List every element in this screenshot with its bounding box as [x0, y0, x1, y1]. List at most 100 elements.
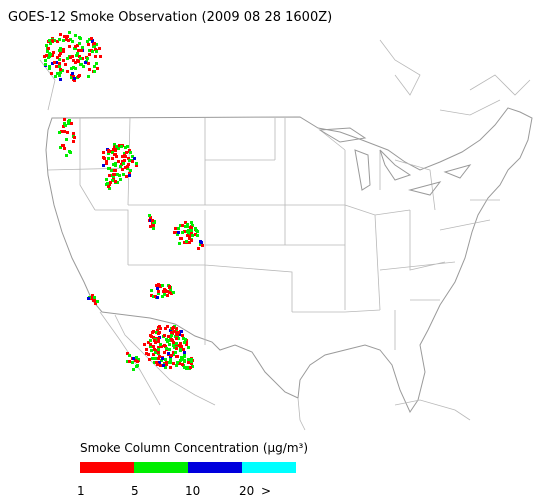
smoke-pixel: [153, 348, 156, 351]
smoke-pixel: [78, 42, 81, 45]
smoke-pixel: [88, 53, 91, 56]
smoke-pixel: [177, 331, 180, 334]
smoke-pixel: [59, 68, 62, 71]
smoke-pixel: [111, 157, 114, 160]
smoke-pixel: [53, 61, 56, 64]
smoke-pixel: [69, 56, 72, 59]
smoke-pixel: [63, 147, 66, 150]
smoke-pixel: [91, 294, 94, 297]
smoke-pixel: [175, 333, 178, 336]
smoke-pixel: [73, 47, 76, 50]
smoke-pixel: [128, 149, 131, 152]
smoke-pixel: [173, 330, 176, 333]
smoke-pixel: [185, 342, 188, 345]
smoke-pixel: [164, 289, 167, 292]
smoke-pixel: [175, 327, 178, 330]
smoke-pixel: [170, 334, 173, 337]
smoke-pixel: [115, 155, 118, 158]
smoke-pixel: [128, 360, 131, 363]
smoke-pixel: [63, 118, 66, 121]
smoke-pixel: [190, 231, 193, 234]
smoke-pixel: [48, 52, 51, 55]
smoke-pixel: [111, 151, 114, 154]
smoke-pixel: [161, 295, 164, 298]
smoke-pixel: [126, 165, 129, 168]
smoke-pixel: [175, 342, 178, 345]
smoke-pixel: [56, 72, 59, 75]
smoke-pixel: [59, 146, 62, 149]
smoke-pixel: [64, 124, 67, 127]
smoke-pixel: [70, 74, 73, 77]
smoke-pixel: [105, 160, 108, 163]
smoke-pixel: [58, 74, 61, 77]
smoke-pixel: [156, 287, 159, 290]
smoke-pixel: [95, 62, 98, 65]
smoke-pixel: [93, 45, 96, 48]
smoke-pixel: [158, 325, 161, 328]
smoke-pixel: [98, 47, 101, 50]
smoke-pixel: [180, 330, 183, 333]
smoke-pixel: [47, 56, 50, 59]
smoke-pixel: [127, 163, 130, 166]
smoke-pixel: [187, 361, 190, 364]
mexico-coast: [99, 311, 471, 431]
smoke-pixel: [159, 343, 162, 346]
canada-coast: [39, 39, 531, 116]
smoke-pixel: [115, 145, 118, 148]
smoke-pixel: [169, 336, 172, 339]
smoke-pixel: [166, 290, 169, 293]
smoke-pixel: [93, 296, 96, 299]
smoke-pixel: [172, 344, 175, 347]
smoke-pixel: [72, 59, 75, 62]
smoke-pixel: [153, 361, 156, 364]
smoke-pixel: [56, 40, 59, 43]
map-title: GOES-12 Smoke Observation (2009 08 28 16…: [8, 10, 332, 25]
smoke-pixel: [99, 55, 102, 58]
smoke-pixel: [152, 224, 155, 227]
colorbar-segment: [80, 462, 134, 473]
smoke-pixel: [59, 71, 62, 74]
smoke-pixel: [151, 357, 154, 360]
smoke-pixel: [163, 291, 166, 294]
smoke-pixel: [158, 284, 161, 287]
smoke-pixel: [149, 339, 152, 342]
smoke-pixel: [152, 345, 155, 348]
smoke-pixels: [43, 31, 204, 371]
smoke-pixel: [60, 130, 63, 133]
smoke-pixel: [73, 77, 76, 80]
smoke-pixel: [178, 362, 181, 365]
smoke-pixel: [110, 169, 113, 172]
smoke-pixel: [168, 286, 171, 289]
smoke-pixel: [158, 361, 161, 364]
smoke-pixel: [94, 48, 97, 51]
smoke-pixel: [191, 365, 194, 368]
smoke-pixel: [169, 329, 172, 332]
smoke-pixel: [63, 122, 66, 125]
smoke-pixel: [71, 55, 74, 58]
smoke-pixel: [87, 75, 90, 78]
smoke-pixel: [199, 243, 202, 246]
smoke-pixel: [168, 291, 171, 294]
smoke-pixel: [194, 233, 197, 236]
smoke-pixel: [51, 62, 54, 65]
smoke-pixel: [114, 149, 117, 152]
smoke-pixel: [94, 55, 97, 58]
smoke-pixel: [149, 225, 152, 228]
smoke-pixel: [88, 68, 91, 71]
smoke-pixel: [51, 54, 54, 57]
smoke-pixel: [79, 57, 82, 60]
smoke-pixel: [121, 160, 124, 163]
smoke-pixel: [164, 366, 167, 369]
colorbar: 1 5 10 20 >: [77, 462, 296, 498]
smoke-pixel: [131, 160, 134, 163]
smoke-pixel: [127, 157, 130, 160]
smoke-pixel: [152, 336, 155, 339]
smoke-pixel: [108, 174, 111, 177]
smoke-pixel: [199, 240, 202, 243]
smoke-pixel: [159, 364, 162, 367]
smoke-pixel: [109, 181, 112, 184]
smoke-pixel: [114, 169, 117, 172]
smoke-pixel: [107, 157, 110, 160]
smoke-pixel: [96, 300, 99, 303]
smoke-pixel: [58, 38, 61, 41]
